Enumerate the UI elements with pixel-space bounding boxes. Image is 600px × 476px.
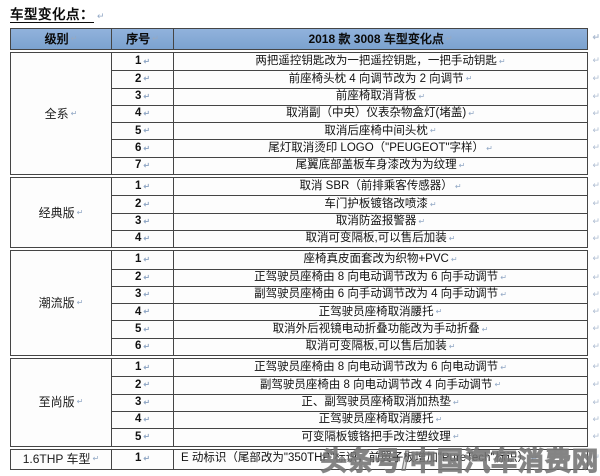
index-cell: 5 [111, 320, 173, 338]
item-cell: 副驾驶员座椅由 8 向电动调节改 4 向手动调节 [173, 376, 600, 394]
index-cell: 1 [111, 178, 173, 196]
item-cell: 尾翼底部盖板车身漆改为为纹理 [173, 156, 600, 175]
index-cell: 7 [111, 156, 173, 175]
header-cell-index: 序号 [111, 29, 173, 49]
level-cell: 全系 [11, 53, 111, 174]
item-cell: 尾灯取消烫印 LOGO（"PEUGEOT"字样） [173, 139, 600, 157]
item-cell: 可变隔板镀铬把手改注塑纹理 [173, 428, 600, 446]
item-cell: 前座椅取消背板 [173, 87, 600, 105]
table-section: 全系1两把遥控钥匙改为一把遥控钥匙，一把手动钥匙2前座椅头枕 4 向调节改为 2… [10, 52, 600, 176]
index-cell: 2 [111, 376, 173, 394]
table-section: 1.6THP 车型1E 动标识（尾部改为"350THP"标识，前翼子板增加"Pu… [10, 448, 600, 470]
item-cell: E 动标识（尾部改为"350THP"标识，前翼子板增加"PureTech"标识） [173, 449, 600, 469]
index-cell: 2 [111, 268, 173, 286]
item-cell: 取消可变隔板,可以售后加装 [173, 229, 600, 248]
item-cell: 取消可变隔板,可以售后加装 [173, 337, 600, 356]
index-cell: 4 [111, 104, 173, 123]
index-cell: 1 [111, 251, 173, 269]
item-cell: 正、副驾驶员座椅取消加热垫 [173, 393, 600, 411]
item-cell: 前座椅头枕 4 向调节改为 2 向调节 [173, 70, 600, 88]
header-cell-level: 级别 [11, 29, 111, 49]
level-cell: 潮流版 [11, 251, 111, 355]
table-section: 至尚版1正驾驶员座椅由 8 向电动调节改为 6 向电动调节2副驾驶员座椅由 8 … [10, 358, 600, 447]
item-cell: 取消副（中央）仪表杂物盒灯(堵盖) [173, 104, 600, 123]
item-cell: 正驾驶员座椅由 8 向电动调节改为 6 向电动调节 [173, 359, 600, 377]
index-cell: 1 [111, 359, 173, 377]
table-header-row: 级别 序号 2018 款 3008 车型变化点 [10, 28, 600, 50]
item-cell: 取消外后视镜电动折叠功能改为手动折叠 [173, 320, 600, 338]
level-cell: 至尚版 [11, 359, 111, 445]
index-cell: 3 [111, 212, 173, 230]
item-cell: 座椅真皮面套改为织物+PVC [173, 251, 600, 269]
level-cell: 经典版 [11, 178, 111, 247]
level-cell: 1.6THP 车型 [11, 450, 111, 469]
index-cell: 5 [111, 428, 173, 446]
item-cell: 正驾驶员座椅取消腰托 [173, 410, 600, 429]
index-cell: 1 [111, 53, 173, 71]
item-cell: 取消后座椅中间头枕 [173, 122, 600, 140]
index-cell: 4 [111, 229, 173, 248]
item-cell: 两把遥控钥匙改为一把遥控钥匙，一把手动钥匙 [173, 53, 600, 71]
index-cell: 3 [111, 285, 173, 304]
index-cell: 2 [111, 70, 173, 88]
index-cell: 1 [111, 449, 173, 469]
index-cell: 4 [111, 303, 173, 321]
table-section: 经典版1取消 SBR（前排乘客传感器）2车门护板镀铬改喷漆3取消防盗报警器4取消… [10, 177, 600, 249]
header-cell-changes: 2018 款 3008 车型变化点 [173, 29, 600, 49]
table-section: 潮流版1座椅真皮面套改为织物+PVC2正驾驶员座椅由 8 向电动调节改为 6 向… [10, 250, 600, 357]
index-cell: 3 [111, 393, 173, 411]
index-cell: 5 [111, 122, 173, 140]
index-cell: 6 [111, 337, 173, 356]
changes-table: 级别 序号 2018 款 3008 车型变化点 全系1两把遥控钥匙改为一把遥控钥… [10, 28, 600, 470]
item-cell: 取消 SBR（前排乘客传感器） [173, 178, 600, 196]
item-cell: 正驾驶员座椅取消腰托 [173, 303, 600, 321]
index-cell: 2 [111, 195, 173, 213]
item-cell: 取消防盗报警器 [173, 212, 600, 230]
item-cell: 正驾驶员座椅由 8 向电动调节改为 6 向手动调节 [173, 268, 600, 286]
item-cell: 副驾驶员座椅由 6 向手动调节改为 4 向手动调节 [173, 285, 600, 304]
index-cell: 4 [111, 410, 173, 429]
page-title: 车型变化点： [10, 3, 105, 23]
index-cell: 3 [111, 87, 173, 105]
item-cell: 车门护板镀铬改喷漆 [173, 195, 600, 213]
index-cell: 6 [111, 139, 173, 157]
